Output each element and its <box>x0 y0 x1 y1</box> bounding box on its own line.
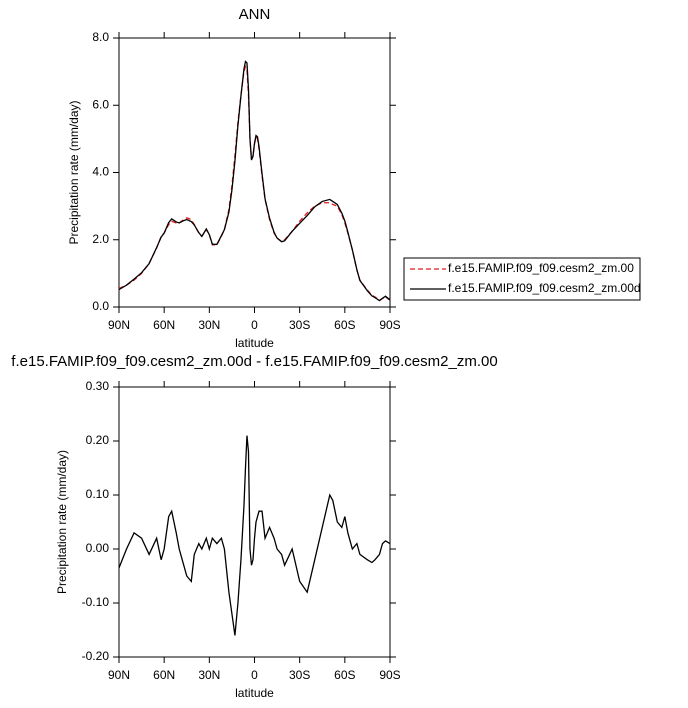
legend-label: f.e15.FAMIP.f09_f09.cesm2_zm.00 <box>448 261 634 275</box>
x-tick-label: 30S <box>289 318 310 332</box>
x-tick-label: 0 <box>251 668 258 682</box>
x-tick-label: 90N <box>108 668 130 682</box>
x-tick-label: 30S <box>289 668 310 682</box>
data-line <box>118 60 391 302</box>
y-tick-label: 2.0 <box>92 232 109 246</box>
chart-title: f.e15.FAMIP.f09_f09.cesm2_zm.00d - f.e15… <box>11 353 497 370</box>
x-tick-label: 60N <box>153 318 175 332</box>
x-tick-label: 0 <box>251 318 258 332</box>
y-tick-label: 8.0 <box>92 30 109 44</box>
y-tick-label: 0.20 <box>86 433 110 447</box>
x-tick-label: 90S <box>379 668 400 682</box>
y-tick-label: 0.0 <box>92 299 109 313</box>
y-tick-label: -0.10 <box>82 595 110 609</box>
y-axis-label: Precipitation rate (mm/day) <box>67 100 81 244</box>
y-tick-label: 0.00 <box>86 541 110 555</box>
plot-frame <box>118 37 391 308</box>
y-tick-label: 4.0 <box>92 165 109 179</box>
chart-title: ANN <box>239 6 271 23</box>
legend-label: f.e15.FAMIP.f09_f09.cesm2_zm.00d <box>448 281 641 295</box>
y-tick-label: 0.30 <box>86 379 110 393</box>
x-axis-label: latitude <box>235 336 274 350</box>
x-tick-label: 30N <box>198 668 220 682</box>
x-tick-label: 90N <box>108 318 130 332</box>
y-tick-label: -0.20 <box>82 649 110 663</box>
x-axis-label: latitude <box>235 686 274 700</box>
data-line <box>118 64 391 302</box>
plot-frame <box>118 386 391 658</box>
y-axis-label: Precipitation rate (mm/day) <box>55 450 69 594</box>
x-tick-label: 60S <box>334 668 355 682</box>
y-tick-label: 0.10 <box>86 487 110 501</box>
data-line <box>118 435 391 636</box>
x-tick-label: 60N <box>153 668 175 682</box>
x-tick-label: 60S <box>334 318 355 332</box>
x-tick-label: 90S <box>379 318 400 332</box>
y-tick-label: 6.0 <box>92 97 109 111</box>
x-tick-label: 30N <box>198 318 220 332</box>
legend-box <box>403 257 641 301</box>
